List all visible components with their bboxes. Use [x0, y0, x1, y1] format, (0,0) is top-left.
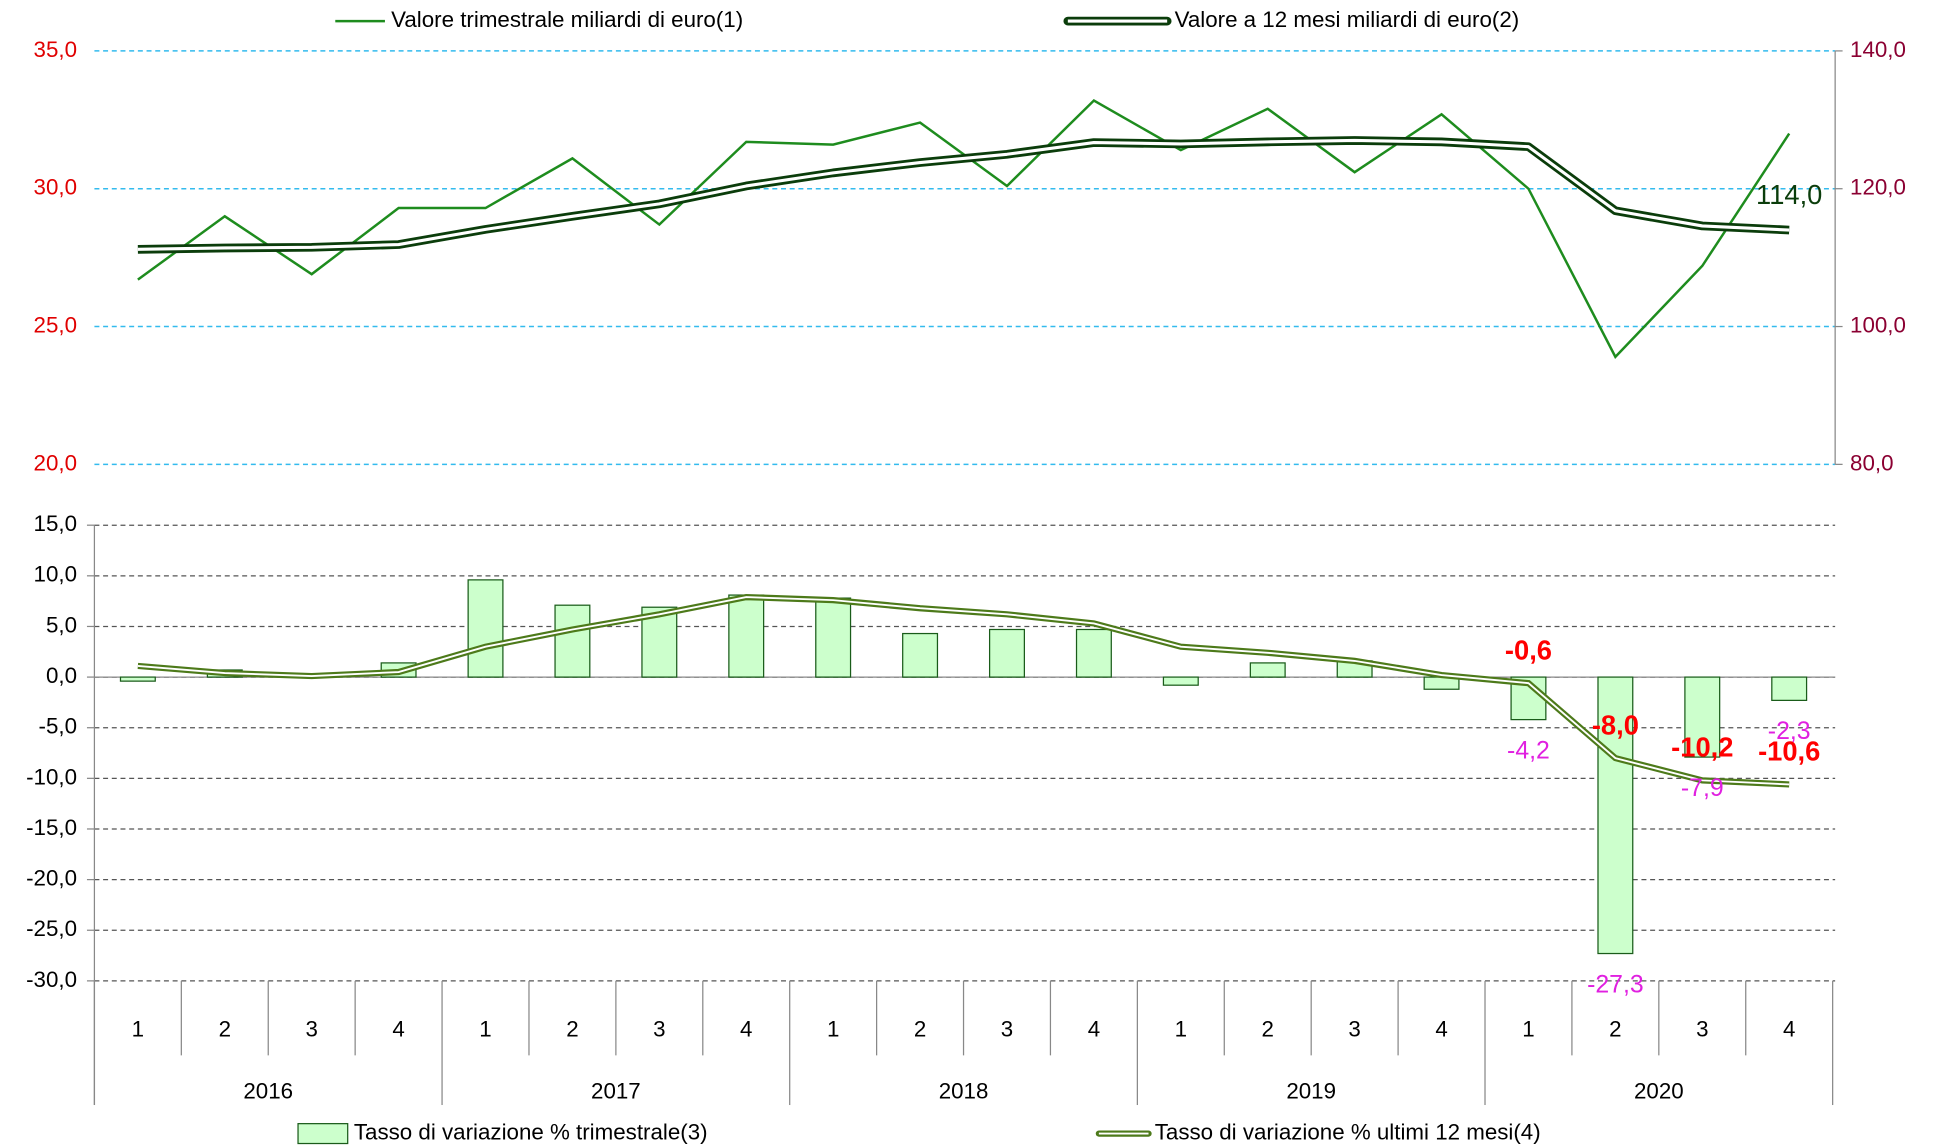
- series-line: [137, 98, 1791, 359]
- x-tick-label: 4: [392, 1016, 404, 1041]
- bar: [1075, 628, 1112, 678]
- legend-label: Tasso di variazione % ultimi 12 mesi(4): [1155, 1119, 1541, 1144]
- bar: [1597, 676, 1634, 955]
- y-tick-label: 35,0: [34, 37, 77, 62]
- x-tick-label: 4: [1088, 1016, 1100, 1041]
- legend-label: Valore trimestrale miliardi di euro(1): [391, 7, 743, 32]
- bar: [728, 594, 765, 678]
- bar: [902, 632, 939, 678]
- y-tick-label: 10,0: [34, 562, 77, 587]
- x-tick-label: 1: [827, 1016, 839, 1041]
- x-tick-label: 3: [1348, 1016, 1360, 1041]
- x-tick-label: 1: [1522, 1016, 1534, 1041]
- data-label: -0,6: [1505, 634, 1552, 665]
- x-tick-label: 3: [653, 1016, 665, 1041]
- y-tick-label: -25,0: [26, 916, 77, 941]
- x-tick-label: 1: [132, 1016, 144, 1041]
- bar: [1771, 676, 1808, 701]
- x-group-label: 2016: [243, 1079, 293, 1104]
- data-label: -10,2: [1671, 732, 1733, 763]
- x-tick-label: 3: [305, 1016, 317, 1041]
- bar: [1162, 676, 1199, 686]
- legend-label: Valore a 12 mesi miliardi di euro(2): [1175, 7, 1520, 32]
- x-tick-label: 3: [1696, 1016, 1708, 1041]
- y-tick-label: 15,0: [34, 511, 77, 536]
- y-tick-label: 0,0: [46, 663, 77, 688]
- x-tick-label: 4: [740, 1016, 752, 1041]
- bar: [554, 604, 591, 678]
- bar: [119, 676, 156, 682]
- x-tick-label: 2: [1262, 1016, 1274, 1041]
- x-tick-label: 2: [566, 1016, 578, 1041]
- y2-tick-label: 120,0: [1850, 175, 1906, 200]
- x-tick-label: 1: [479, 1016, 491, 1041]
- data-label: -2,3: [1768, 718, 1811, 745]
- x-tick-label: 4: [1435, 1016, 1447, 1041]
- x-tick-label: 1: [1175, 1016, 1187, 1041]
- y2-tick-label: 140,0: [1850, 37, 1906, 62]
- data-label: -8,0: [1592, 709, 1639, 740]
- y-tick-label: -5,0: [39, 714, 77, 739]
- series-line-inner: [137, 596, 1790, 786]
- bar: [1684, 676, 1721, 758]
- y2-tick-label: 80,0: [1850, 450, 1893, 475]
- data-label: -4,2: [1507, 737, 1550, 764]
- y-tick-label: 30,0: [34, 175, 77, 200]
- legend-swatch: [297, 1123, 349, 1145]
- y-tick-label: -10,0: [26, 764, 77, 789]
- legend-label: Tasso di variazione % trimestrale(3): [354, 1119, 708, 1144]
- x-group-label: 2019: [1286, 1079, 1336, 1104]
- x-tick-label: 2: [219, 1016, 231, 1041]
- bar: [988, 628, 1025, 678]
- x-group-label: 2017: [591, 1079, 641, 1104]
- y-tick-label: 25,0: [34, 312, 77, 337]
- data-label: -27,3: [1587, 971, 1644, 998]
- x-tick-label: 2: [1609, 1016, 1621, 1041]
- x-group-label: 2018: [939, 1079, 989, 1104]
- bar: [467, 579, 504, 678]
- data-label: 114,0: [1756, 179, 1822, 210]
- x-tick-label: 3: [1001, 1016, 1013, 1041]
- data-label: -7,9: [1681, 775, 1724, 802]
- y-tick-label: -20,0: [26, 866, 77, 891]
- y-tick-label: -15,0: [26, 815, 77, 840]
- data-label: -10,6: [1758, 736, 1820, 767]
- y-tick-label: -30,0: [26, 967, 77, 992]
- bar: [815, 597, 852, 678]
- y-tick-label: 20,0: [34, 450, 77, 475]
- x-tick-label: 2: [914, 1016, 926, 1041]
- y2-tick-label: 100,0: [1850, 312, 1906, 337]
- x-tick-label: 4: [1783, 1016, 1795, 1041]
- x-group-label: 2020: [1634, 1079, 1684, 1104]
- series-line-inner: [137, 138, 1790, 251]
- bar: [1249, 662, 1286, 678]
- y-tick-label: 5,0: [46, 612, 77, 637]
